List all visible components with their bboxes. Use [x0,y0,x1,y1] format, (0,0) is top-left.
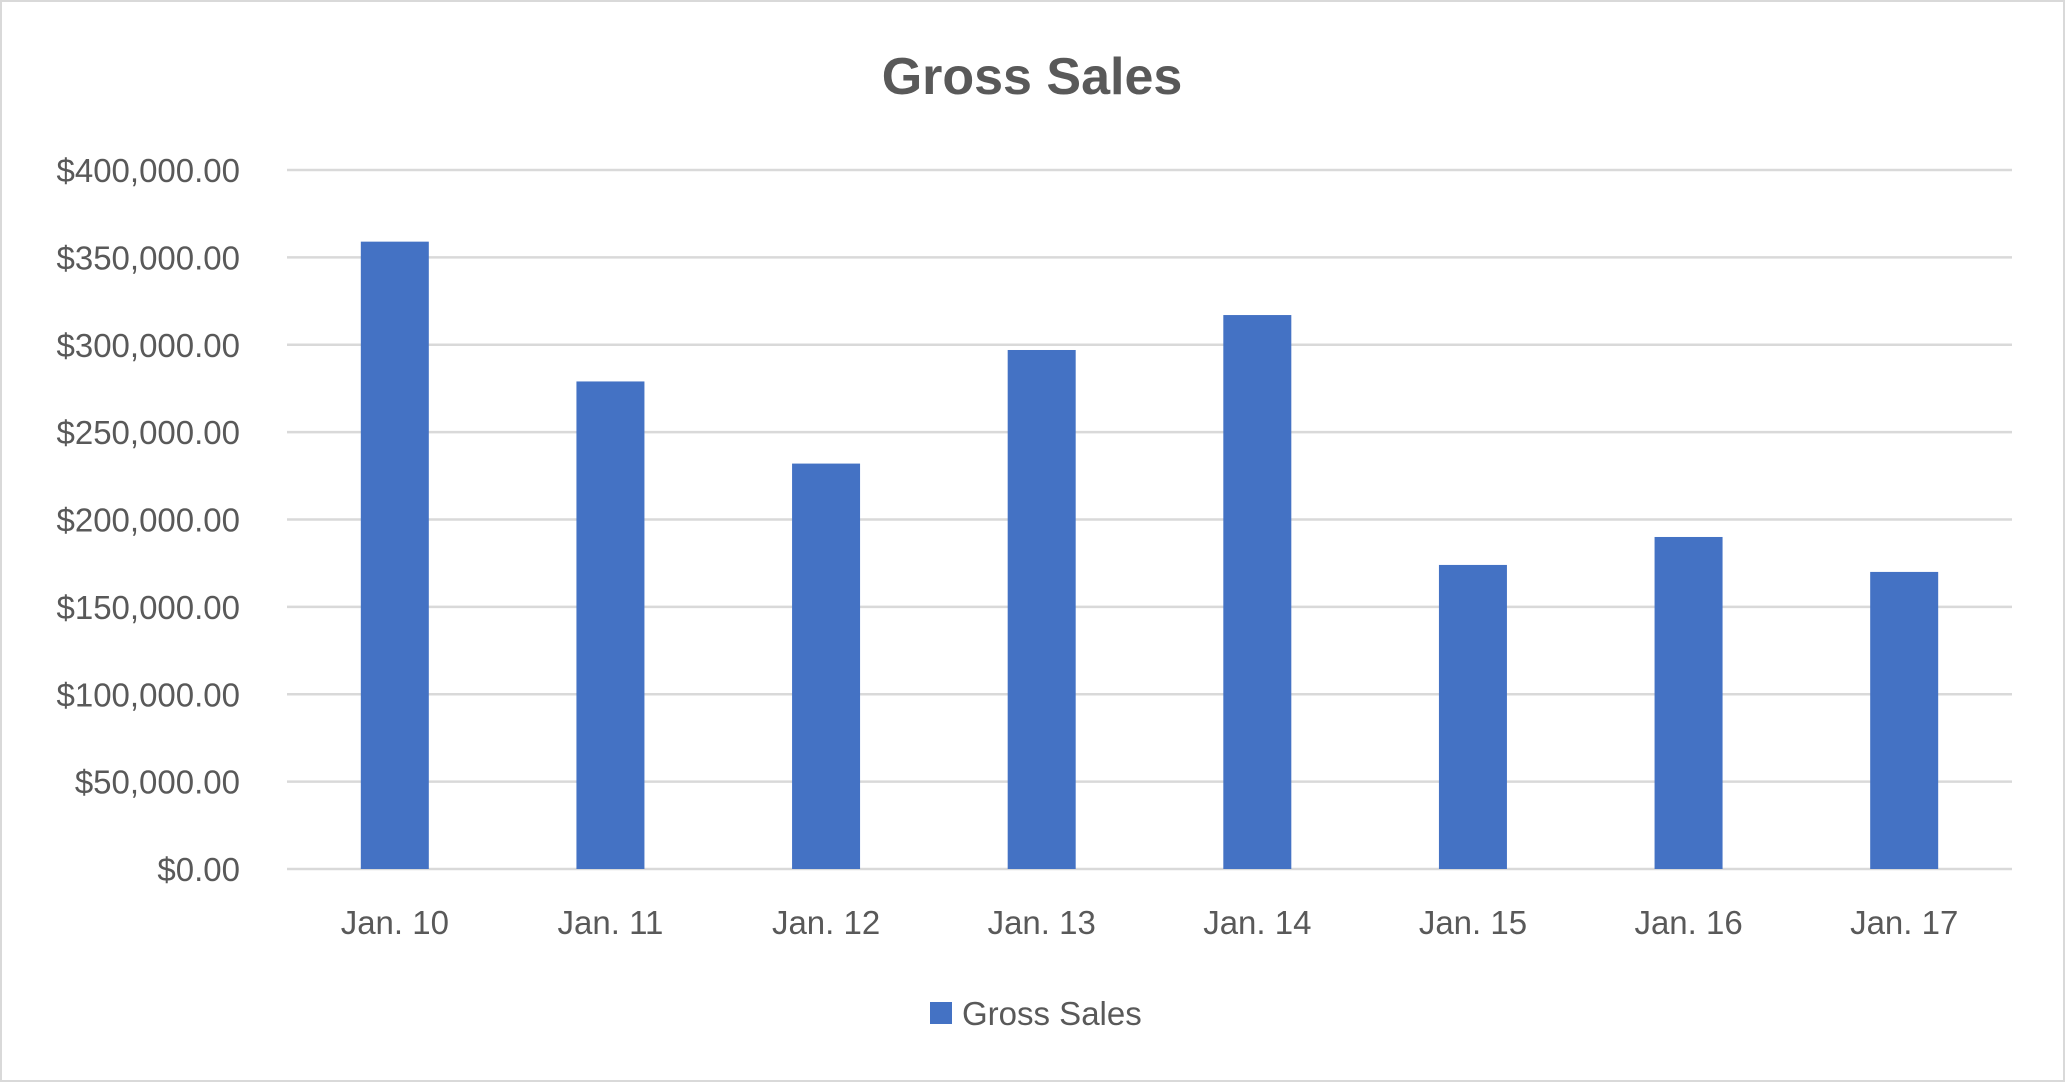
y-tick-label: $300,000.00 [56,327,240,364]
y-tick-label: $400,000.00 [56,152,240,189]
y-tick-label: $150,000.00 [56,589,240,626]
x-tick-label: Jan. 11 [558,904,664,941]
y-tick-label: $250,000.00 [56,414,240,451]
bar [792,463,861,869]
y-tick-label: $100,000.00 [56,676,240,713]
bar [576,381,645,869]
y-tick-label: $200,000.00 [56,502,240,539]
y-tick-label: $0.00 [157,851,240,888]
chart-title: Gross Sales [882,48,1183,106]
x-tick-label: Jan. 17 [1850,904,1958,941]
y-tick-label: $350,000.00 [56,239,240,276]
x-tick-label: Jan. 14 [1203,904,1311,941]
x-tick-label: Jan. 15 [1419,904,1527,941]
bar [360,241,429,869]
bar [1654,536,1723,869]
x-tick-label: Jan. 16 [1634,904,1742,941]
x-tick-label: Jan. 13 [988,904,1096,941]
x-tick-label: Jan. 10 [341,904,449,941]
bar [1438,564,1507,869]
bar [1007,349,1076,869]
bar [1870,571,1939,869]
legend-swatch [930,1002,952,1024]
legend-label: Gross Sales [962,995,1142,1032]
bar [1223,315,1292,870]
y-tick-label: $50,000.00 [75,764,240,801]
legend: Gross Sales [930,995,1142,1032]
x-tick-label: Jan. 12 [772,904,880,941]
